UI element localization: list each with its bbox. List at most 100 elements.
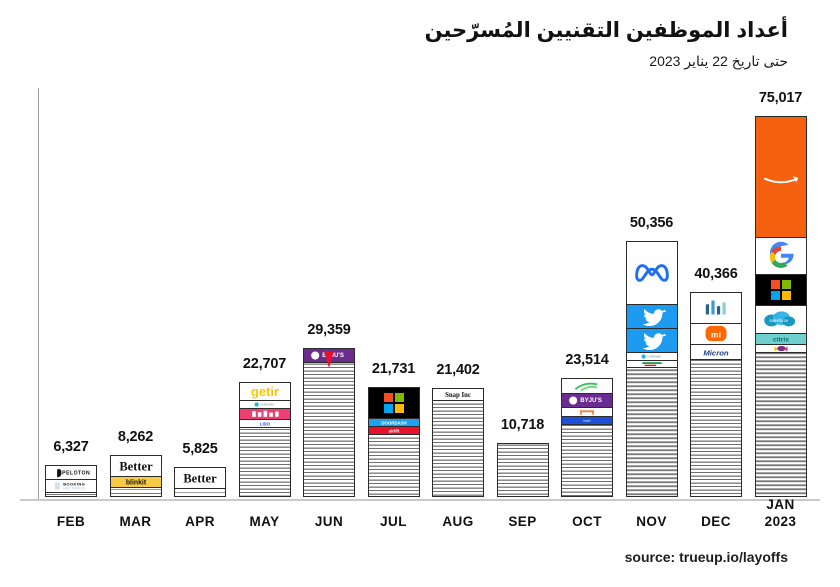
svg-text:LIDO: LIDO bbox=[259, 421, 270, 426]
bar-group-sep[interactable]: 10,718 SEP bbox=[496, 417, 549, 529]
bar-value-label: 23,514 bbox=[565, 352, 609, 368]
company-logo-carvana: CARVANA bbox=[239, 401, 290, 409]
page-subtitle: حتى تاريخ 22 يناير 2023 bbox=[649, 53, 788, 70]
x-axis-label-line1: APR bbox=[185, 514, 215, 530]
company-logo-micron: Micron bbox=[691, 345, 741, 360]
bar-rect[interactable]: mi Micron bbox=[690, 292, 742, 497]
bar-rect[interactable]: CARVANA bbox=[625, 241, 678, 497]
svg-text:CARVANA: CARVANA bbox=[646, 355, 662, 359]
x-axis-label: APR bbox=[158, 514, 242, 531]
x-axis-label-line1: AUG bbox=[442, 514, 474, 530]
svg-text:DOORDASH: DOORDASH bbox=[381, 420, 406, 425]
bar-value-label: 40,366 bbox=[694, 266, 738, 282]
company-logo-better: Better bbox=[110, 456, 161, 477]
bar-value-label: 10,718 bbox=[500, 417, 545, 433]
bar-group-jul[interactable]: 21,731 DOORDASH airlift JUL bbox=[367, 361, 420, 529]
bar-rect[interactable]: BYJU'S bbox=[303, 348, 355, 497]
bar-group-jun[interactable]: 29,359 BYJU'S JUN bbox=[303, 322, 355, 529]
x-axis-label-line1: JUN bbox=[314, 514, 344, 530]
bar-value-label: 21,402 bbox=[436, 362, 480, 378]
svg-text:BOOKING: BOOKING bbox=[63, 482, 85, 487]
bar-group-mar[interactable]: 8,262 Better blinkit MAR bbox=[109, 429, 162, 529]
company-logo-microsoft bbox=[755, 275, 806, 306]
bar-value-label: 5,825 bbox=[182, 441, 218, 457]
company-logo-blinkit: blinkit bbox=[110, 477, 161, 488]
bar-group-dec[interactable]: 40,366 mi Micron DEC bbox=[690, 266, 742, 529]
bar-series: 6,327 PELOTON BOOKING HOLDINGS FEB 8,262 Bette… bbox=[38, 88, 828, 529]
company-logo-xiaomi: mi bbox=[691, 324, 741, 345]
company-logo-lido: LIDO bbox=[239, 420, 290, 428]
svg-text:HOLDINGS: HOLDINGS bbox=[63, 487, 85, 491]
x-axis-label-line1: MAR bbox=[119, 514, 152, 530]
bar-group-jan-2023[interactable]: 75,017 salesforce citrix JAN 2023 bbox=[754, 90, 807, 529]
red-down-arrow-icon bbox=[324, 351, 334, 368]
x-axis-label: AUG bbox=[416, 514, 500, 531]
company-logo-microsoft bbox=[368, 388, 419, 419]
svg-text:BYJU'S: BYJU'S bbox=[580, 397, 602, 404]
x-axis-label-line1: DEC bbox=[701, 514, 731, 530]
bar-rect[interactable]: PELOTON BOOKING HOLDINGS bbox=[45, 465, 97, 497]
bar-value-label: 50,356 bbox=[629, 215, 674, 231]
bar-value-label: 21,731 bbox=[371, 361, 416, 377]
bar-group-nov[interactable]: 50,356 CARVANA NOV bbox=[625, 215, 678, 529]
bar-value-label: 29,359 bbox=[307, 322, 351, 338]
x-axis-label: MAR bbox=[94, 514, 178, 531]
x-axis-label: MAY bbox=[223, 514, 307, 531]
bar-group-feb[interactable]: 6,327 PELOTON BOOKING HOLDINGS FEB bbox=[45, 439, 97, 529]
company-logo-twitter bbox=[626, 305, 677, 329]
x-axis-label-line1: JUL bbox=[380, 514, 407, 530]
company-logo-wayfair bbox=[755, 345, 806, 353]
x-axis-label-line1: JAN bbox=[766, 497, 795, 513]
company-logo-amazon bbox=[755, 117, 806, 238]
company-logo-opendoor bbox=[626, 361, 677, 368]
x-axis-label: FEB bbox=[29, 514, 113, 531]
bar-rect[interactable]: salesforce citrix bbox=[754, 116, 807, 497]
company-logo-getir: getir bbox=[239, 383, 290, 401]
company-logo-peloton: PELOTON bbox=[46, 466, 96, 480]
company-logo-airlift: airlift bbox=[368, 427, 419, 435]
svg-text:Better: Better bbox=[183, 472, 217, 486]
bar-rect[interactable] bbox=[496, 443, 549, 497]
x-axis-label: JAN 2023 bbox=[739, 497, 823, 531]
bar-company-stripes bbox=[433, 389, 483, 496]
svg-text:citrix: citrix bbox=[772, 337, 788, 344]
bar-group-aug[interactable]: 21,402 Snap Inc AUG bbox=[432, 362, 484, 529]
svg-text:salesforce: salesforce bbox=[769, 318, 788, 323]
company-logo-intel: intel bbox=[562, 417, 612, 425]
bar-group-apr[interactable]: 5,825 Better APR bbox=[174, 441, 226, 529]
svg-text:intel: intel bbox=[583, 419, 590, 423]
bar-rect[interactable]: BYJU'S intel bbox=[561, 378, 613, 497]
bar-rect[interactable]: DOORDASH airlift bbox=[367, 387, 420, 497]
company-logo-shopee bbox=[562, 408, 612, 417]
svg-text:getir: getir bbox=[250, 384, 278, 399]
page-title: أعداد الموظفين التقنيين المُسرّحين bbox=[424, 19, 788, 42]
company-logo-citrix: citrix bbox=[755, 334, 806, 345]
x-axis-label-line2: 2023 bbox=[764, 514, 797, 530]
bar-company-stripes bbox=[497, 444, 548, 496]
bar-value-label: 6,327 bbox=[53, 439, 89, 455]
company-logo-byju-s: BYJU'S bbox=[562, 394, 612, 408]
x-axis-label: OCT bbox=[545, 514, 629, 531]
bar-rect[interactable]: getir CARVANA LIDO bbox=[238, 382, 291, 497]
bar-rect[interactable]: Better bbox=[174, 467, 226, 497]
svg-text:Snap Inc: Snap Inc bbox=[445, 392, 471, 399]
company-logo-snap-inc: Snap Inc bbox=[433, 389, 483, 401]
svg-text:mi: mi bbox=[711, 329, 721, 339]
bar-value-label: 8,262 bbox=[117, 429, 154, 445]
svg-text:blinkit: blinkit bbox=[125, 479, 146, 486]
company-logo-google bbox=[755, 238, 806, 275]
x-axis-label: SEP bbox=[481, 514, 565, 531]
svg-text:airlift: airlift bbox=[388, 428, 399, 433]
svg-text:Micron: Micron bbox=[703, 348, 729, 357]
bar-rect[interactable]: Better blinkit bbox=[109, 455, 162, 497]
bar-rect[interactable]: Snap Inc bbox=[432, 388, 484, 497]
company-logo-booking-holdings: BOOKING HOLDINGS bbox=[46, 480, 96, 493]
bar-value-label: 22,707 bbox=[242, 356, 287, 372]
x-axis-label-line1: NOV bbox=[636, 514, 667, 530]
company-logo-unacademy bbox=[239, 409, 290, 420]
company-logo-gopuff bbox=[562, 379, 612, 394]
bar-group-oct[interactable]: 23,514 BYJU'S intel OCT bbox=[561, 352, 613, 529]
x-axis-label: JUN bbox=[287, 514, 371, 531]
bar-group-may[interactable]: 22,707 getir CARVANA LIDO MAY bbox=[238, 356, 291, 529]
svg-text:PELOTON: PELOTON bbox=[62, 471, 90, 477]
